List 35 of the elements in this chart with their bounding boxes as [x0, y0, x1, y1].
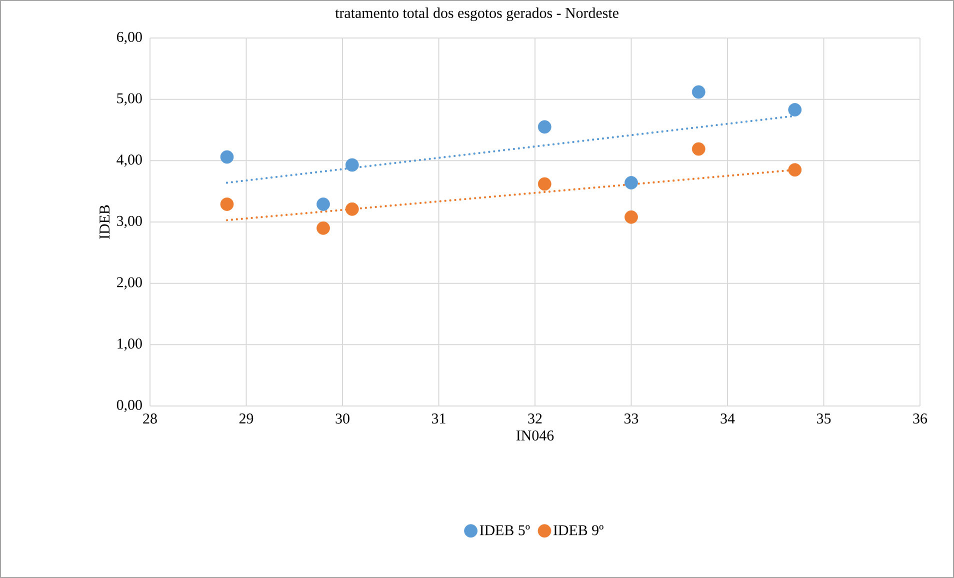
point — [220, 150, 234, 164]
legend-label: IDEB 9º — [554, 525, 604, 536]
y-tick-label: 0,00 — [116, 400, 142, 412]
point — [316, 221, 330, 235]
x-tick-label: 34 — [720, 414, 735, 424]
y-axis-title: IDEB — [100, 205, 110, 239]
y-tick-label: 4,00 — [116, 154, 142, 167]
x-tick-label: 36 — [913, 414, 928, 424]
y-tick-label: 5,00 — [117, 93, 142, 106]
legend-label: IDEB 5º — [480, 525, 530, 536]
point — [788, 103, 802, 116]
chart-title: tratamento total dos esgotos gerados - Nordeste — [335, 8, 618, 22]
point — [538, 120, 552, 134]
point — [345, 158, 359, 172]
point — [692, 142, 706, 156]
y-tick-label: 1,00 — [118, 338, 142, 351]
point — [538, 177, 552, 191]
x-axis-title: IN046 — [516, 430, 554, 441]
point — [624, 176, 638, 190]
x-tick-label: 31 — [432, 414, 446, 424]
point — [345, 202, 359, 216]
x-tick-label: 35 — [816, 414, 831, 424]
x-tick-label: 30 — [336, 414, 350, 424]
x-tick-label: 32 — [528, 414, 542, 424]
x-tick-label: 33 — [624, 414, 638, 424]
point — [316, 198, 330, 211]
y-tick-label: 6,00 — [116, 32, 142, 44]
point — [692, 85, 706, 99]
x-tick-label: 29 — [239, 414, 254, 424]
y-tick-label: 2,00 — [116, 277, 142, 290]
point — [624, 210, 638, 224]
x-tick-label: 28 — [143, 414, 157, 424]
point — [788, 163, 802, 177]
y-tick-label: 3,00 — [117, 216, 142, 228]
point — [220, 198, 234, 211]
